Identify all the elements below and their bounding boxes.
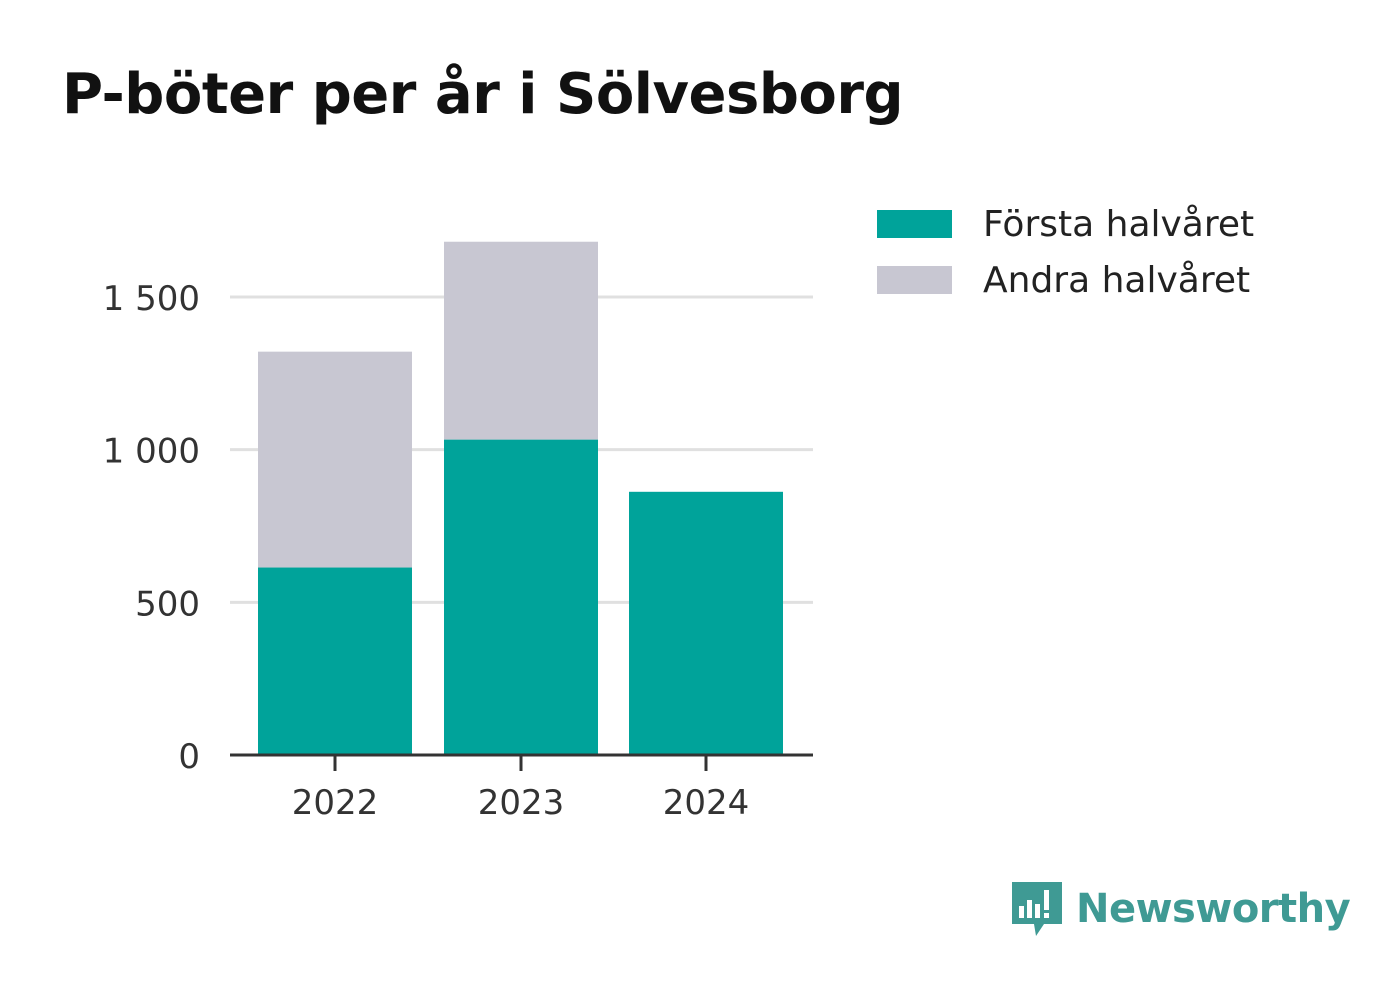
legend-swatch xyxy=(877,210,952,238)
bars xyxy=(258,241,783,755)
x-tick-label: 2023 xyxy=(478,783,565,823)
y-tick-label: 1 000 xyxy=(103,432,200,472)
y-tick-label: 500 xyxy=(135,584,200,624)
legend-swatch xyxy=(877,266,952,294)
y-tick-label: 1 500 xyxy=(103,279,200,319)
brand-name: Newsworthy xyxy=(1076,886,1351,932)
legend-label: Andra halvåret xyxy=(983,259,1251,301)
bar-segment xyxy=(629,491,783,755)
y-tick-label: 0 xyxy=(178,737,200,777)
bar-segment xyxy=(444,241,598,440)
x-tick-label: 2022 xyxy=(292,783,379,823)
bar-segment xyxy=(258,567,412,755)
x-axis: 2022 2023 2024 xyxy=(230,753,813,823)
chart-title: P-böter per år i Sölvesborg xyxy=(62,62,904,127)
newsworthy-logo-icon xyxy=(1012,882,1062,936)
legend-label: Första halvåret xyxy=(983,203,1255,245)
legend-item-first-half: Första halvåret xyxy=(877,196,1254,252)
x-tick-label: 2024 xyxy=(663,783,750,823)
bar-chart: 2022 2023 2024 0 500 1 000 1 500 xyxy=(103,241,813,823)
brand-logo: Newsworthy xyxy=(1010,878,1351,940)
legend-item-second-half: Andra halvåret xyxy=(877,252,1254,308)
bar-segment xyxy=(444,439,598,755)
bar-segment xyxy=(258,351,412,568)
y-axis-ticks: 0 500 1 000 1 500 xyxy=(103,279,200,777)
legend: Första halvåret Andra halvåret xyxy=(877,196,1254,308)
